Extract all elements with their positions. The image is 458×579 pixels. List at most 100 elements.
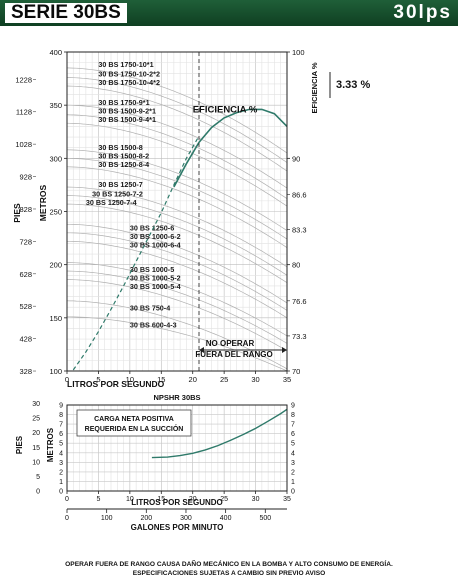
head-curve: [66, 149, 288, 231]
pies-tick-label: 1028: [15, 140, 32, 149]
series-title: SERIE 30BS: [5, 3, 127, 23]
npsh-annotation: REQUERIDA EN LA SUCCIÓN: [85, 424, 184, 433]
series-label: 30 BS 600-4-3: [130, 320, 177, 329]
head-flow-chart: 30 BS 1750-10*130 BS 1750-10-2*230 BS 17…: [12, 48, 319, 389]
npsh-pies-tick-label: 5: [36, 474, 40, 481]
y-tick-label: 300: [49, 154, 62, 163]
head-curve: [67, 223, 288, 304]
series-label: 30 BS 1250-7-2: [92, 190, 143, 199]
npsh-annotation-box: [76, 409, 192, 437]
pies-tick-label: 928: [19, 173, 32, 182]
gpm-tick-label: 400: [220, 515, 232, 522]
npsh-right-tick-label: 1: [291, 479, 295, 486]
npsh-x-tick-label: 5: [96, 496, 100, 503]
eff-tick-label: 100: [292, 48, 305, 57]
series-label: 30 BS 1250-7: [98, 180, 142, 189]
pies-tick-label: 628: [19, 270, 32, 279]
npsh-right-tick-label: 0: [291, 489, 295, 496]
limit-arrowhead-left: [199, 347, 204, 353]
series-label: 30 BS 1250-8-4: [98, 160, 149, 169]
npsh-pies-tick-label: 20: [32, 430, 40, 437]
y-tick-label: 100: [49, 367, 62, 376]
y-tick-label: 250: [49, 208, 62, 217]
x-tick-label: 0: [65, 375, 69, 384]
npsh-y-tick-label: 2: [59, 469, 63, 476]
y-tick-label: 150: [49, 314, 62, 323]
limit-arrowhead-right: [282, 347, 287, 353]
head-curve: [67, 279, 288, 352]
x-tick-label: 25: [220, 375, 228, 384]
head-curve: [66, 270, 288, 344]
gpm-tick-label: 0: [65, 515, 69, 522]
npsh-right-tick-label: 9: [291, 403, 295, 410]
series-label: 30 BS 1000-5-2: [130, 274, 181, 283]
series-label: 30 BS 1500-8: [98, 143, 142, 152]
gpm-tick-label: 500: [259, 515, 271, 522]
series-label: 30 BS 1250-6: [130, 224, 174, 233]
x-tick-label: 20: [189, 375, 197, 384]
head-curve: [67, 232, 288, 311]
eff-tick-label: 73.3: [292, 332, 307, 341]
head-curve: [67, 104, 288, 189]
npsh-pies-tick-label: 15: [32, 445, 40, 452]
series-label: 30 BS 1000-6-4: [130, 241, 181, 250]
npsh-right-tick-label: 4: [291, 450, 295, 457]
eff-tick-label: 80: [292, 261, 300, 270]
npsh-pies-tick-label: 0: [36, 489, 40, 496]
npsh-pies-label: PIES: [15, 435, 24, 454]
series-label: 30 BS 1000-5-4: [130, 282, 181, 291]
efficiency-axis-label: EFICIENCIA %: [310, 62, 319, 113]
npshr-curve: [151, 408, 288, 459]
head-curve: [67, 203, 288, 283]
head-curve: [66, 77, 288, 163]
y-tick-label: 200: [49, 261, 62, 270]
series-label: 30 BS 750-4: [130, 303, 170, 312]
head-curve: [66, 186, 288, 268]
pies-tick-label: 428: [19, 335, 32, 344]
x-tick-label: 5: [96, 375, 100, 384]
series-label: 30 BS 1750-9*1: [98, 98, 149, 107]
head-curve: [67, 316, 288, 372]
npsh-x-tick-label: 35: [283, 496, 291, 503]
header-bar: SERIE 30BS 30lps: [0, 0, 458, 26]
limit-label: NO OPERAR: [206, 339, 255, 348]
x-tick-label: 15: [157, 375, 165, 384]
head-curve: [66, 114, 288, 199]
head-curve: [66, 166, 288, 248]
npsh-x-tick-label: 10: [126, 496, 134, 503]
gpm-tick-label: 300: [180, 515, 192, 522]
npsh-right-tick-label: 7: [291, 422, 295, 429]
gpm-tick-label: 200: [140, 515, 152, 522]
series-label: 30 BS 1500-9-2*1: [98, 107, 156, 116]
series-label: 30 BS 1000-5: [130, 265, 174, 274]
pies-tick-label: 1228: [15, 75, 32, 84]
npsh-y-tick-label: 0: [59, 489, 63, 496]
x-axis-label: LITROS POR SEGUNDO: [67, 379, 165, 389]
eff-tick-label: 70: [292, 367, 300, 376]
npsh-y-tick-label: 8: [59, 412, 63, 419]
pies-tick-label: 1128: [16, 108, 32, 117]
head-curve: [66, 85, 288, 172]
pies-tick-label: 528: [19, 302, 32, 311]
npsh-x-tick-label: 30: [252, 496, 260, 503]
head-curve: [66, 195, 288, 276]
y-tick-label: 400: [49, 48, 62, 57]
gpm-tick-label: 100: [101, 515, 113, 522]
series-label: 30 BS 1500-9-4*1: [98, 115, 156, 124]
npsh-right-tick-label: 2: [291, 469, 295, 476]
npsh-x-tick-label: 0: [65, 496, 69, 503]
series-label: 30 BS 1750-10*1: [98, 60, 153, 69]
npsh-pies-tick-label: 25: [32, 416, 40, 423]
series-label: 30 BS 1750-10-4*2: [98, 78, 160, 87]
npsh-y-tick-label: 6: [59, 431, 63, 438]
head-curve: [66, 262, 288, 337]
npsh-right-tick-label: 5: [291, 441, 295, 448]
x-tick-label: 35: [283, 375, 291, 384]
npsh-x-tick-label: 25: [220, 496, 228, 503]
head-curve: [67, 240, 288, 319]
npsh-y-tick-label: 7: [59, 422, 63, 429]
npsh-y-tick-label: 3: [59, 460, 63, 467]
npsh-metros-label: METROS: [46, 427, 55, 462]
npsh-x-tick-label: 15: [157, 496, 165, 503]
